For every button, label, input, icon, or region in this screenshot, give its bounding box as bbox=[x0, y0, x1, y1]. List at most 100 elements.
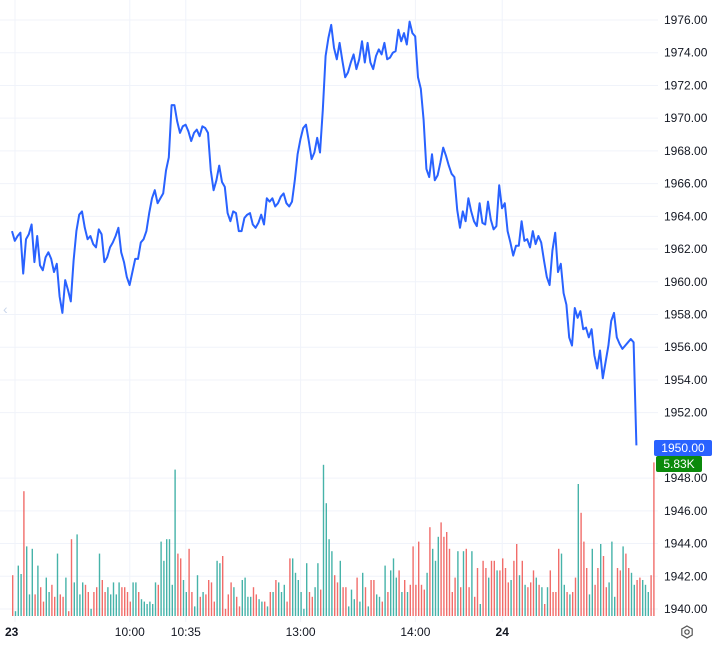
volume-bar bbox=[294, 572, 297, 616]
volume-bar bbox=[236, 596, 238, 616]
volume-bar bbox=[642, 580, 644, 616]
volume-bar bbox=[370, 580, 372, 616]
volume-bar bbox=[180, 558, 182, 616]
volume-bar bbox=[238, 606, 241, 616]
volume-bar bbox=[608, 582, 610, 616]
volume-bar bbox=[490, 560, 493, 616]
volume-bar bbox=[17, 565, 19, 616]
volume-bar bbox=[644, 584, 647, 616]
volume-bar bbox=[420, 584, 423, 616]
volume-bar bbox=[429, 527, 431, 616]
volume-bar bbox=[544, 604, 546, 616]
volume-bar bbox=[502, 558, 504, 616]
volume-bar bbox=[633, 584, 635, 616]
volume-bar bbox=[381, 601, 383, 616]
price-axis[interactable]: 1940.00 1942.00 1944.00 1946.00 1948.00 1952.… bbox=[664, 13, 708, 616]
volume-bar bbox=[219, 563, 221, 616]
volume-bar bbox=[54, 596, 56, 616]
volume-bar bbox=[104, 592, 106, 616]
y-tick-label: 1958.00 bbox=[664, 308, 708, 322]
volume-bar bbox=[115, 594, 117, 616]
volume-bar bbox=[572, 592, 574, 616]
volume-bar bbox=[437, 536, 439, 616]
settings-gear-icon[interactable] bbox=[681, 625, 693, 639]
volume-bar bbox=[227, 594, 229, 616]
volume-bar bbox=[202, 592, 204, 616]
volume-bar bbox=[79, 594, 81, 616]
volume-bar bbox=[443, 536, 445, 616]
volume-bar bbox=[250, 596, 252, 616]
volume-bar bbox=[488, 577, 490, 616]
volume-bar bbox=[48, 592, 50, 616]
volume-bar bbox=[121, 587, 123, 616]
volume-bar bbox=[348, 606, 350, 616]
scroll-left-chevron-icon[interactable]: ‹ bbox=[3, 301, 8, 317]
volume-bar bbox=[485, 568, 487, 616]
volume-bar bbox=[602, 556, 605, 616]
volume-bar bbox=[597, 568, 599, 616]
volume-bar bbox=[166, 539, 168, 616]
volume-bar bbox=[68, 611, 70, 616]
volume-bar bbox=[93, 592, 95, 616]
volume-bar bbox=[174, 469, 176, 616]
y-tick-label: 1970.00 bbox=[664, 111, 708, 125]
y-tick-label: 1956.00 bbox=[664, 340, 708, 354]
volume-bar bbox=[367, 606, 369, 616]
volume-bar bbox=[499, 570, 501, 616]
volume-bar bbox=[280, 592, 283, 616]
volume-bar bbox=[224, 608, 227, 616]
volume-bar bbox=[454, 577, 456, 616]
volume-bar bbox=[460, 587, 462, 616]
volume-bar bbox=[376, 594, 378, 616]
volume-bar bbox=[230, 582, 232, 616]
volume-bar bbox=[387, 592, 389, 616]
volume-bar bbox=[356, 577, 358, 616]
volume-bars bbox=[12, 462, 655, 616]
last-price-label: 1950.00 bbox=[654, 440, 712, 456]
volume-bar bbox=[527, 587, 529, 616]
last-price-value: 1950.00 bbox=[661, 441, 705, 455]
volume-bar bbox=[516, 544, 518, 616]
volume-bar bbox=[82, 582, 84, 616]
volume-bar bbox=[504, 568, 507, 616]
time-axis[interactable]: 23 10:00 10:35 13:00 14:00 24 bbox=[5, 625, 509, 639]
volume-bar bbox=[359, 601, 361, 616]
volume-bar bbox=[124, 587, 126, 616]
y-tick-label: 1954.00 bbox=[664, 373, 708, 387]
volume-bar bbox=[45, 577, 47, 616]
volume-bar bbox=[255, 594, 257, 616]
volume-bar bbox=[51, 584, 53, 616]
volume-bar bbox=[496, 570, 498, 616]
price-series-line[interactable] bbox=[11, 20, 638, 446]
y-tick-label: 1944.00 bbox=[664, 537, 708, 551]
x-tick-label: 13:00 bbox=[286, 625, 316, 639]
volume-bar bbox=[96, 587, 98, 616]
volume-bar bbox=[465, 548, 467, 616]
volume-bar bbox=[56, 553, 59, 616]
volume-bar bbox=[233, 587, 235, 616]
volume-bar bbox=[636, 580, 638, 616]
x-tick-label: 23 bbox=[5, 625, 19, 639]
volume-bar bbox=[118, 582, 120, 616]
x-tick-label: 10:35 bbox=[171, 625, 201, 639]
volume-bar bbox=[398, 570, 400, 616]
volume-bar bbox=[331, 551, 333, 616]
volume-bar bbox=[297, 580, 299, 616]
volume-bar bbox=[605, 587, 607, 616]
volume-bar bbox=[625, 553, 627, 616]
volume-bar bbox=[594, 584, 596, 616]
volume-bar bbox=[630, 572, 633, 616]
y-tick-label: 1952.00 bbox=[664, 406, 708, 420]
volume-bar bbox=[339, 560, 341, 616]
time-axis-pane[interactable] bbox=[0, 622, 658, 642]
volume-bar bbox=[26, 546, 28, 616]
volume-bar bbox=[182, 580, 185, 616]
volume-bar bbox=[426, 572, 428, 616]
price-axis-pane[interactable] bbox=[658, 0, 716, 622]
volume-bar bbox=[482, 560, 484, 616]
volume-bar bbox=[34, 594, 36, 616]
volume-bar bbox=[583, 541, 585, 616]
volume-bar bbox=[199, 596, 201, 616]
